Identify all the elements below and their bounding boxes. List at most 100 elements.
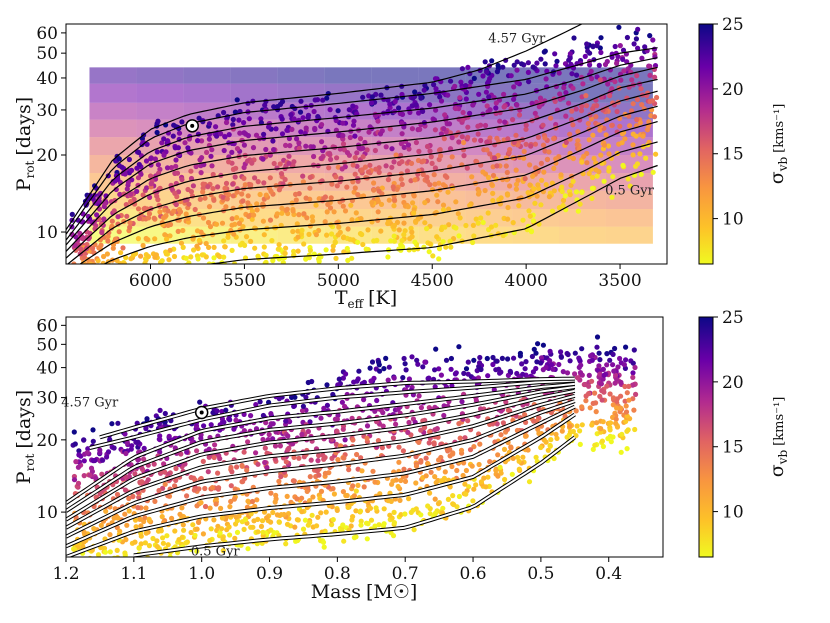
star-point [620, 162, 626, 168]
star-point [196, 519, 202, 526]
star-point [600, 366, 606, 372]
star-point [352, 133, 358, 139]
star-point [510, 220, 516, 226]
star-point [208, 422, 214, 428]
star-point [311, 153, 317, 160]
star-point [77, 288, 82, 293]
star-point [326, 150, 333, 157]
star-point [507, 368, 513, 374]
star-point [635, 26, 641, 32]
star-point [647, 98, 653, 104]
star-point [245, 498, 251, 504]
star-point [577, 370, 584, 376]
star-point [525, 69, 532, 75]
star-point [624, 34, 631, 41]
star-point [255, 179, 261, 185]
star-point [385, 254, 391, 260]
star-point [646, 63, 652, 69]
star-point [560, 369, 566, 375]
star-point [601, 142, 608, 148]
star-point [542, 61, 548, 67]
star-point [586, 171, 592, 177]
star-point [484, 69, 490, 75]
star-point [554, 58, 560, 64]
star-point [357, 136, 364, 142]
colorbar-tick-label: 15 [722, 145, 744, 165]
star-point [514, 370, 520, 377]
star-point [409, 229, 415, 235]
star-point [381, 521, 387, 527]
star-point [333, 255, 339, 261]
star-point [244, 467, 250, 473]
star-point [354, 451, 360, 458]
star-point [117, 261, 123, 264]
star-point [440, 202, 447, 208]
star-point [241, 526, 247, 533]
star-point [450, 493, 456, 499]
star-point [643, 155, 649, 161]
star-point [295, 234, 301, 240]
star-point [191, 247, 197, 253]
star-point [222, 244, 228, 250]
star-point [598, 49, 604, 56]
star-point [304, 215, 310, 221]
star-point [210, 186, 216, 192]
star-point [365, 521, 371, 527]
star-point [218, 505, 224, 511]
star-point [126, 156, 132, 163]
star-point [371, 180, 377, 186]
star-point [549, 208, 556, 214]
star-point [586, 383, 592, 389]
star-point [424, 143, 431, 150]
star-point [647, 72, 653, 78]
star-point [399, 91, 405, 98]
star-point [138, 523, 144, 529]
star-point [245, 546, 251, 552]
star-point [610, 174, 616, 180]
star-point [72, 242, 78, 248]
star-point [533, 365, 539, 372]
star-point [497, 464, 503, 470]
star-point [514, 59, 520, 65]
star-point [493, 367, 499, 373]
star-point [206, 270, 211, 275]
star-point [487, 135, 493, 141]
star-point [286, 160, 292, 166]
star-point [159, 514, 165, 520]
star-point [240, 224, 246, 230]
star-point [426, 249, 432, 255]
star-point [510, 455, 516, 461]
star-point [511, 62, 517, 68]
star-point [473, 216, 479, 222]
star-point [470, 239, 476, 246]
star-point [570, 155, 577, 162]
star-point [516, 203, 522, 209]
star-point [515, 177, 521, 183]
star-point [223, 119, 230, 126]
y-tick-label: 10 [36, 503, 58, 523]
star-point [282, 250, 288, 256]
star-point [284, 206, 290, 212]
star-point [123, 271, 128, 276]
star-point [233, 514, 239, 520]
star-point [541, 169, 547, 175]
star-point [342, 437, 348, 443]
star-point [126, 495, 132, 502]
star-point [570, 122, 576, 128]
star-point [413, 463, 420, 469]
star-point [84, 241, 90, 248]
star-point [436, 246, 443, 252]
star-point [531, 418, 537, 424]
star-point [456, 344, 462, 350]
star-point [348, 523, 354, 529]
star-point [215, 470, 221, 476]
star-point [104, 454, 110, 460]
star-point [127, 224, 133, 230]
y-tick-label: 60 [36, 24, 58, 44]
star-point [230, 116, 236, 123]
colorbar-tick-label: 20 [722, 373, 744, 393]
star-point [520, 371, 526, 377]
star-point [570, 178, 576, 184]
star-point [73, 459, 79, 465]
star-point [262, 445, 268, 451]
